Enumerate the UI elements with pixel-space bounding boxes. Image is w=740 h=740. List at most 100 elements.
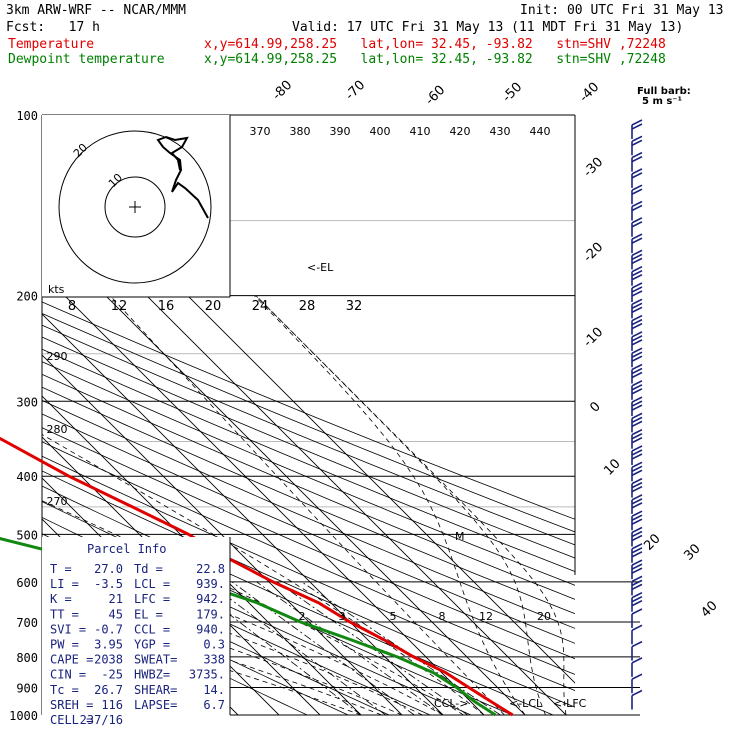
theta-label: 370 xyxy=(250,125,271,138)
parcel-info-value: 116 xyxy=(101,698,123,712)
dry-adiabat xyxy=(42,413,575,644)
wind-barb-flag xyxy=(631,172,643,179)
parcel-info-value: 3.95 xyxy=(94,638,123,652)
parcel-info-title: Parcel Info xyxy=(87,542,166,556)
wind-barb-flag xyxy=(631,465,643,473)
hodograph-speed-label: 8 xyxy=(68,299,76,314)
hodograph-units: kts xyxy=(48,283,65,296)
wind-barb-flag xyxy=(631,591,643,599)
isotherm-label: -70 xyxy=(343,78,369,104)
parcel-info-key: EL = xyxy=(134,607,163,621)
isotherm-label: 10 xyxy=(601,456,623,478)
wind-barb-flag xyxy=(631,396,643,403)
theta-label: 440 xyxy=(530,125,551,138)
wind-barb-flag xyxy=(631,282,643,289)
wind-barb-flag xyxy=(631,608,643,615)
dry-adiabat xyxy=(42,336,575,559)
wind-barb-flag xyxy=(631,331,643,338)
wind-barb-flag xyxy=(631,184,643,191)
mixing-ratio-label: 2 xyxy=(299,610,306,623)
parcel-info-value: 237/16 xyxy=(80,713,123,727)
wind-barb-flag xyxy=(631,518,643,525)
wind-barb-flag xyxy=(631,200,643,208)
hodograph-speed-label: 12 xyxy=(111,299,128,314)
parcel-info-value: 3735. xyxy=(189,668,225,682)
wind-barb-flag xyxy=(631,551,643,558)
parcel-info-key: PW = xyxy=(50,638,79,652)
pressure-tick-label: 200 xyxy=(16,290,38,304)
dewpoint-legend: Dewpoint temperature xyxy=(8,52,165,67)
hodograph-speed-label: 24 xyxy=(252,299,269,314)
isotherm-label: -20 xyxy=(581,240,607,266)
parcel-info-key: CAPE = xyxy=(50,653,93,667)
temperature-location: x,y=614.99,258.25 lat,lon= 32.45, -93.82… xyxy=(204,37,666,52)
lfc-marker: <-LFC xyxy=(553,697,587,710)
dry-adiabat xyxy=(42,373,575,600)
parcel-info-value: 2038 xyxy=(94,653,123,667)
wind-barb-flag xyxy=(631,253,643,261)
mixing-ratio-label: 3 xyxy=(339,610,346,623)
theta-label: 400 xyxy=(370,125,391,138)
wind-barb-flag xyxy=(631,367,643,375)
isotherm-label: -10 xyxy=(581,325,607,351)
wind-barb-flag xyxy=(631,168,643,175)
wind-barb-flag xyxy=(631,640,643,648)
barb-legend-units: 5 m s⁻¹ xyxy=(642,96,682,107)
parcel-info-value: 940. xyxy=(196,622,225,636)
dry-adiabat xyxy=(42,441,575,675)
dry-adiabat xyxy=(42,567,349,715)
wind-barb-flag xyxy=(631,347,643,354)
parcel-info-value: 45 xyxy=(109,607,123,621)
hodograph-trace xyxy=(156,135,209,219)
wind-barb-flag xyxy=(631,188,643,195)
wind-barb-flag xyxy=(631,123,643,130)
wind-barb-flag xyxy=(631,534,643,542)
wind-barb-flag xyxy=(631,461,643,469)
parcel-info-value: 338 xyxy=(203,653,225,667)
hodograph-speed-label: 28 xyxy=(299,299,316,314)
barb-legend-title: Full barb: xyxy=(637,86,691,97)
parcel-info-value: -0.7 xyxy=(94,622,123,636)
wind-barb-flag xyxy=(631,477,643,485)
wind-barb-flag xyxy=(631,416,643,424)
lcl-marker: <-LCL xyxy=(509,697,543,710)
wind-barb-flag xyxy=(631,449,643,456)
dry-adiabat xyxy=(42,348,575,573)
wind-barb-flag xyxy=(631,155,643,163)
wind-barb-flag xyxy=(631,436,643,444)
wind-barb-flag xyxy=(631,400,643,407)
wind-barb-flag xyxy=(631,339,643,346)
dry-adiabat xyxy=(42,301,575,520)
pressure-tick-label: 500 xyxy=(16,528,38,542)
wind-barb-flag xyxy=(631,314,643,322)
parcel-info-key: SHEAR= xyxy=(134,683,177,697)
dewpoint-profile xyxy=(0,536,497,717)
wind-barb-flag xyxy=(631,673,643,680)
wind-barb-flag xyxy=(631,575,643,583)
pressure-tick-label: 900 xyxy=(16,682,38,696)
parcel-info-value: 27.0 xyxy=(94,562,123,576)
wind-barb-flag xyxy=(631,363,643,371)
dewpoint-location: x,y=614.99,258.25 lat,lon= 32.45, -93.82… xyxy=(204,52,666,67)
hodograph-ring xyxy=(104,176,166,238)
wind-barb-flag xyxy=(631,204,643,212)
isotherm-line xyxy=(42,354,403,715)
moist-adiabat xyxy=(255,295,546,715)
parcel-info-value: 942. xyxy=(196,592,225,606)
wind-barb-flag xyxy=(631,494,643,501)
wind-barb-flag xyxy=(631,485,643,493)
isotherm-label: 0 xyxy=(587,399,603,415)
wind-barb-flag xyxy=(631,351,643,358)
init-time: Init: 00 UTC Fri 31 May 13 xyxy=(520,3,724,18)
wind-barb-flag xyxy=(631,502,643,509)
parcel-info-key: SVI = xyxy=(50,622,86,636)
wind-barb-flag xyxy=(631,567,643,574)
isotherm-label: -80 xyxy=(270,78,296,104)
wind-barb-flag xyxy=(631,559,643,566)
wind-barb-flag xyxy=(631,265,643,273)
parcel-info-key: TT = xyxy=(50,607,79,621)
dry-adiabat xyxy=(42,427,575,660)
wind-barb-flag xyxy=(631,583,643,591)
